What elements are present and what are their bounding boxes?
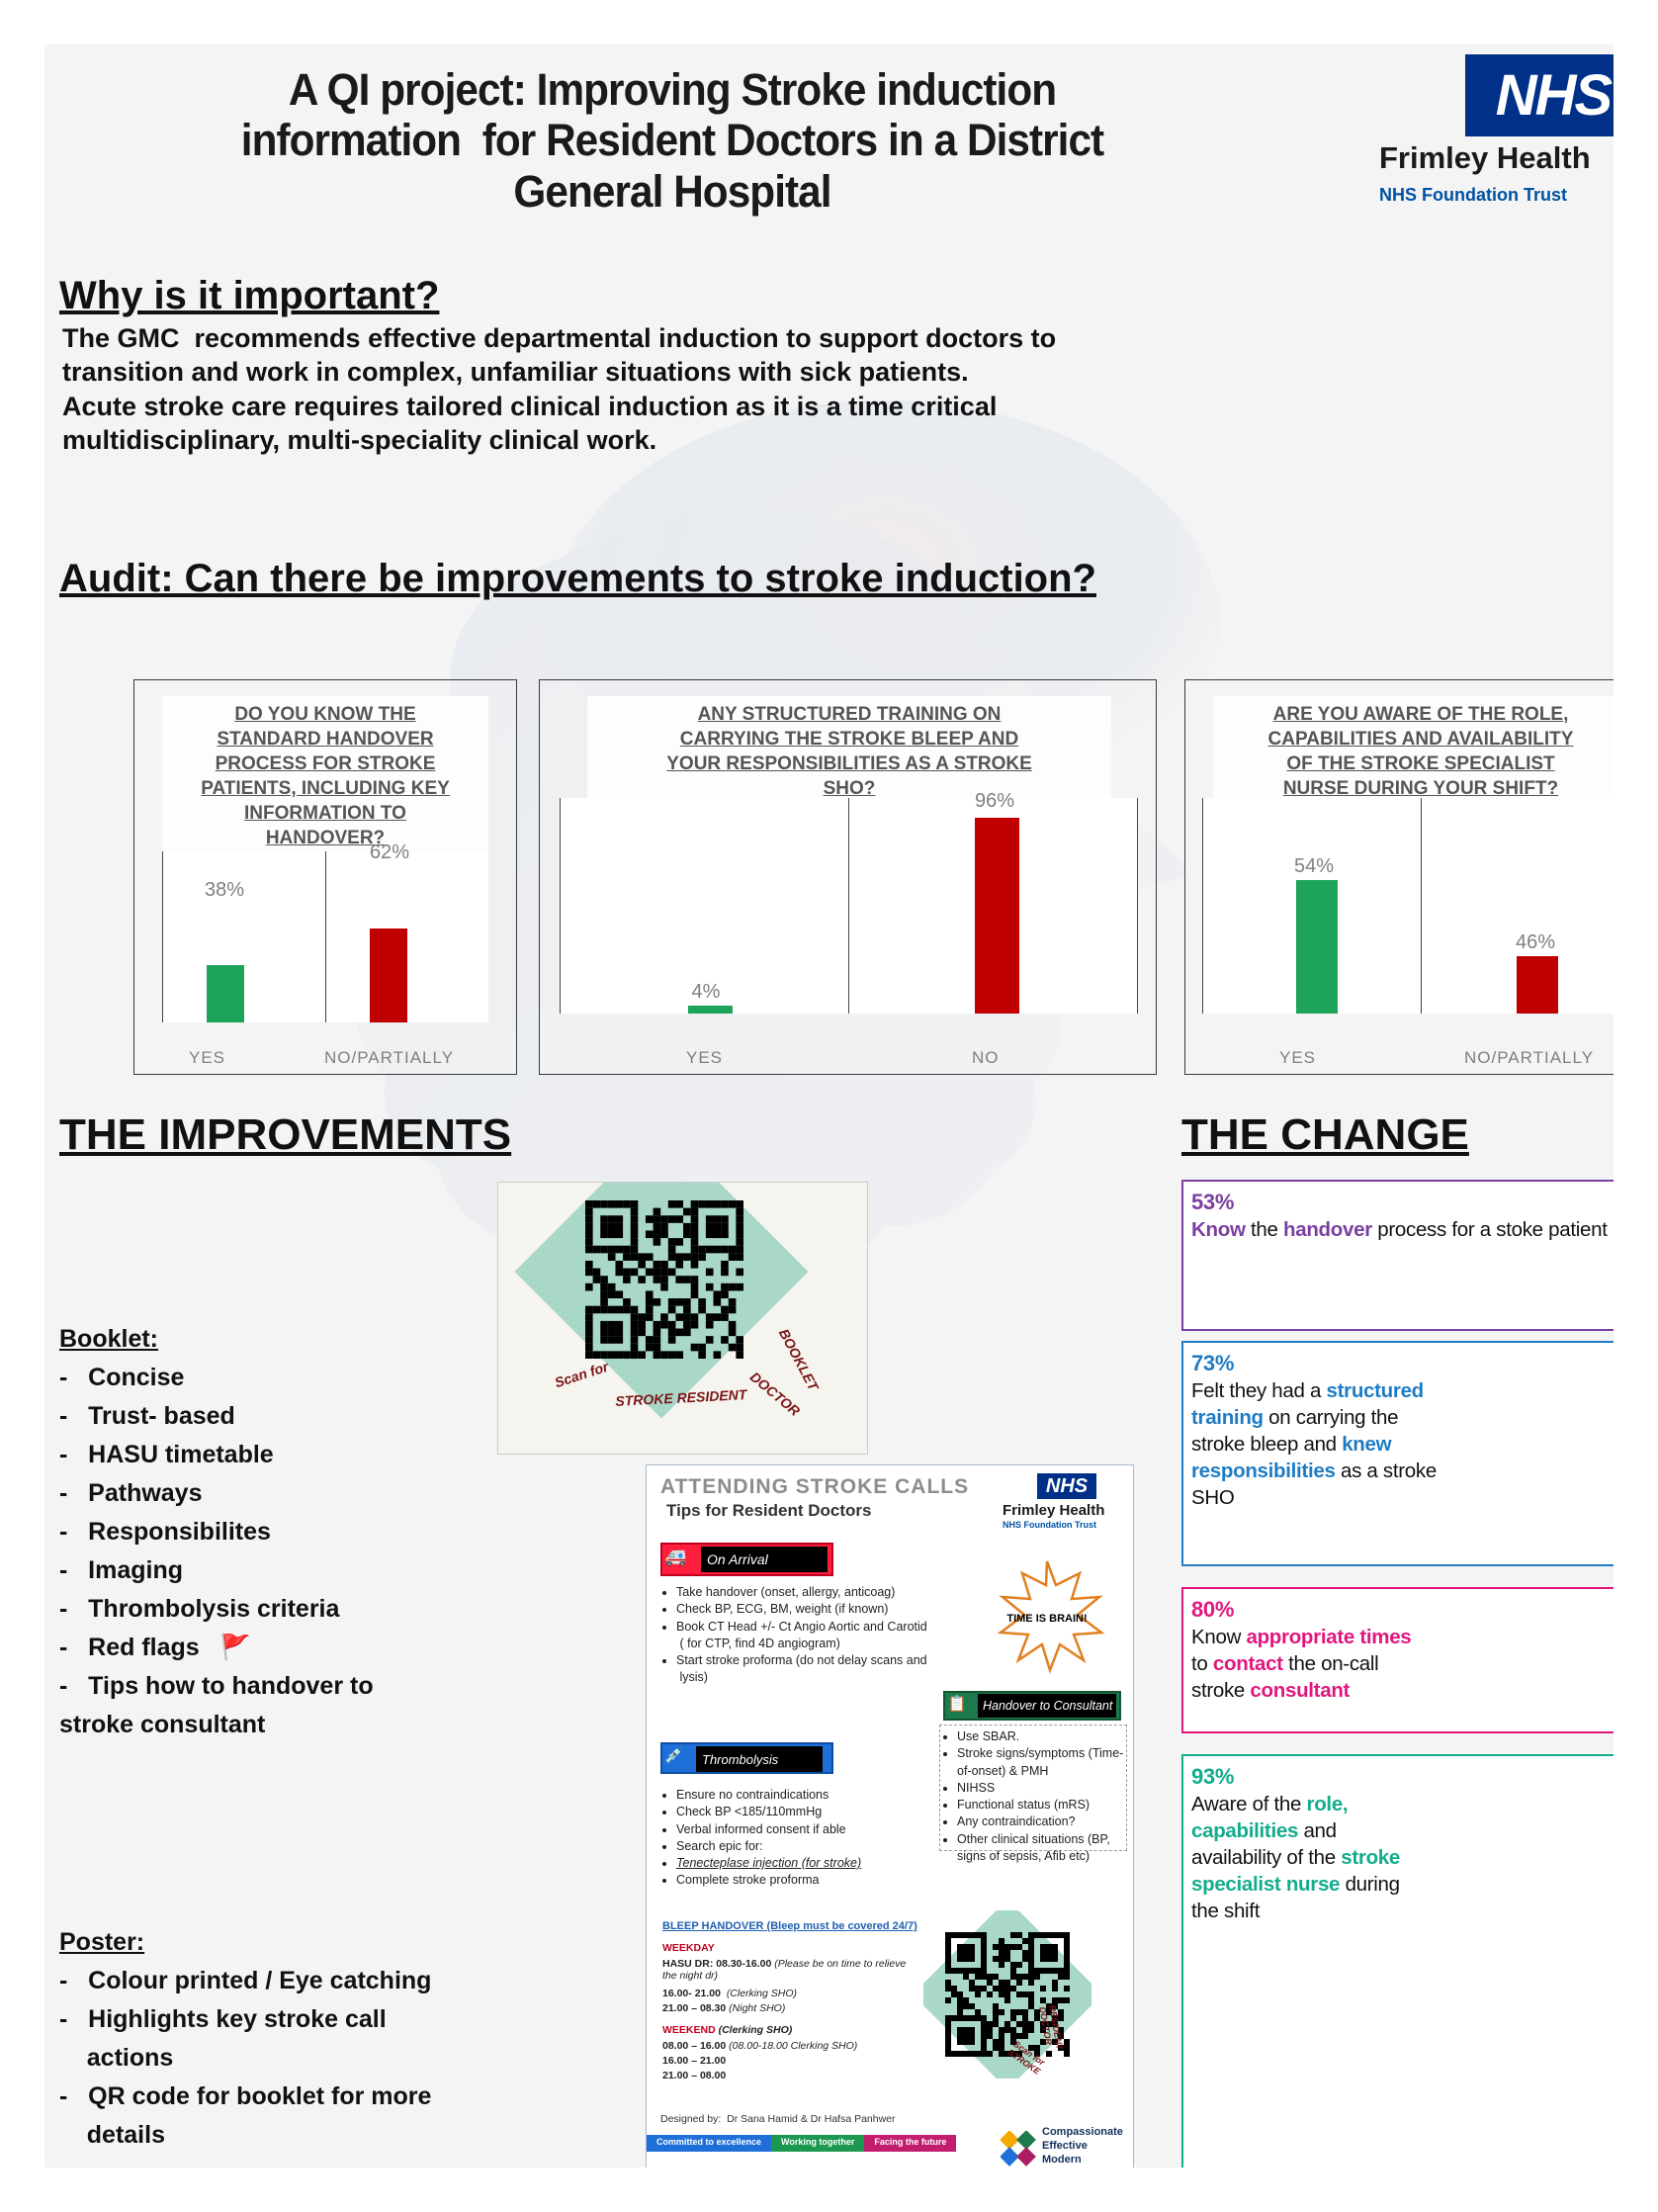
svg-text:TIME IS BRAIN!: TIME IS BRAIN!: [1006, 1613, 1087, 1625]
